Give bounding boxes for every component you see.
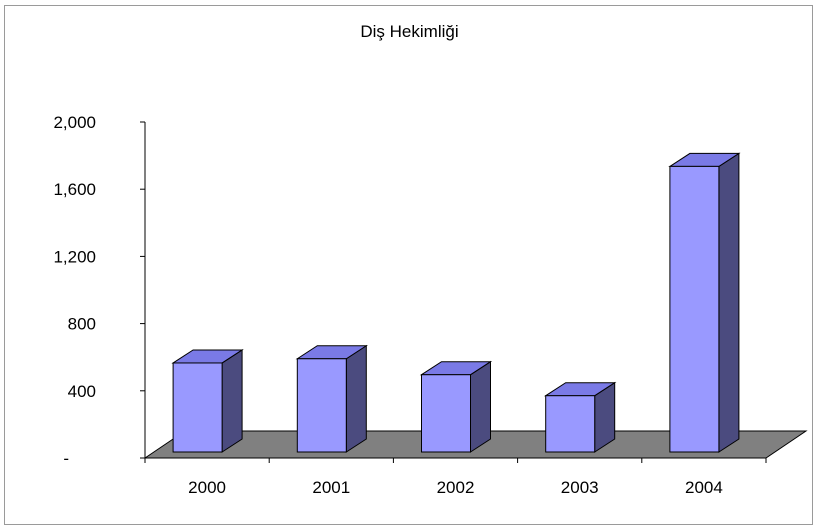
bar [296,358,347,453]
x-tick-label: 2001 [312,478,350,497]
y-tick-label: 400 [68,382,96,401]
chart-title: Diş Hekimliği [360,22,459,41]
y-tick-label: 800 [68,315,96,334]
bar [421,374,471,453]
bar [172,362,223,453]
x-tick-label: 2003 [561,478,599,497]
y-tick-label: 1,200 [53,247,96,266]
bar-side [470,360,491,453]
x-tick-label: 2002 [437,478,475,497]
bar [669,165,720,453]
y-tick-label: - [63,449,69,468]
x-tick-label: 2000 [188,478,226,497]
bar [545,395,596,453]
x-tick-label: 2004 [685,478,723,497]
bar-side [345,344,367,453]
y-tick-label: 2,000 [53,113,96,132]
y-tick-label: 1,600 [53,180,96,199]
bar-side [718,152,740,453]
bar-side [221,349,243,453]
